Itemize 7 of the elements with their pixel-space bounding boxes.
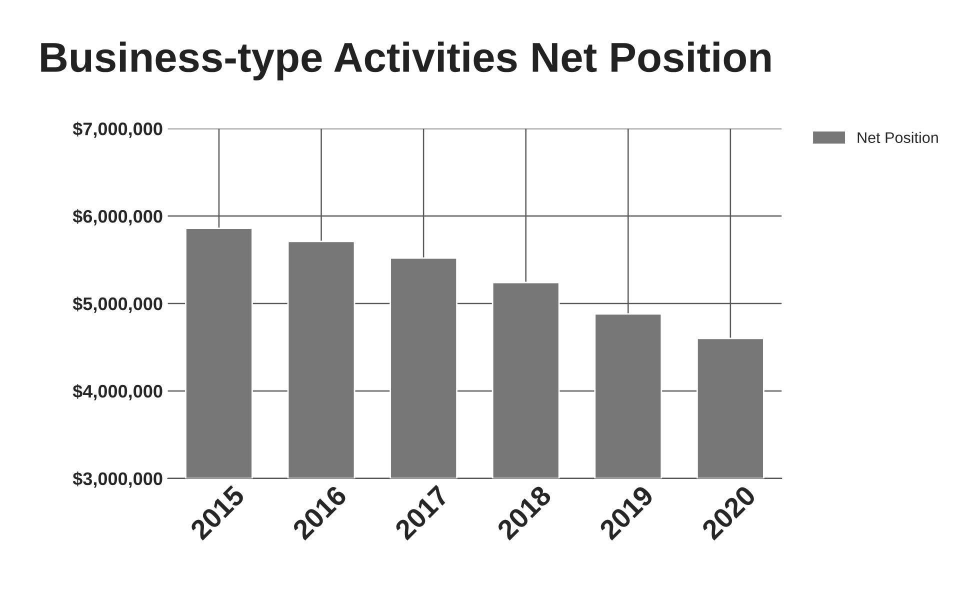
chart-title: Business-type Activities Net Position — [41, 42, 771, 80]
y-tick-label: $5,000,000 — [72, 296, 162, 313]
legend-label: Net Position — [858, 132, 938, 144]
y-tick-label: $6,000,000 — [72, 209, 162, 226]
y-tick-label: $7,000,000 — [72, 122, 162, 138]
y-tick-label: $4,000,000 — [72, 384, 162, 400]
y-tick-label: $3,000,000 — [72, 472, 162, 488]
